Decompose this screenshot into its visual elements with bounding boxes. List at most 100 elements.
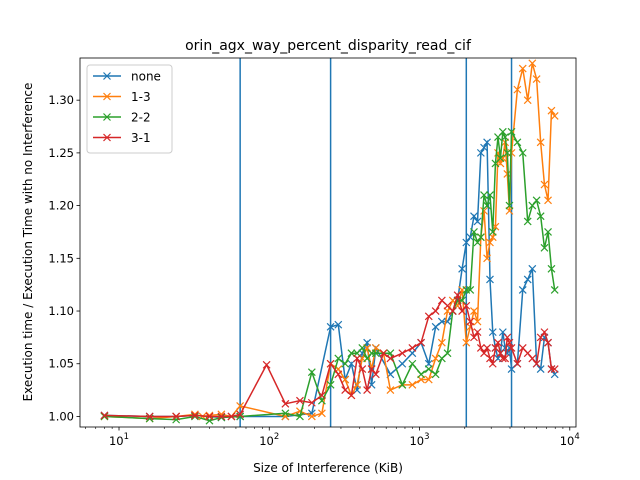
y-tick-label: 1.20 xyxy=(48,199,74,213)
point-3-1-54 xyxy=(528,354,537,363)
point-3-1-27 xyxy=(424,312,433,321)
point-1-3-15 xyxy=(341,375,350,384)
point-none-50 xyxy=(528,264,537,273)
legend: none 1-3 2-2 3-1 xyxy=(86,64,173,154)
point-3-1-21 xyxy=(371,370,380,379)
point-2-2-37 xyxy=(483,201,492,210)
point-3-1-34 xyxy=(462,301,471,310)
point-3-1-20 xyxy=(367,365,376,373)
point-3-1-58 xyxy=(544,338,552,347)
point-1-3-27 xyxy=(424,375,433,384)
point-2-2-48 xyxy=(513,138,522,147)
point-1-3-23 xyxy=(386,386,395,395)
point-none-10 xyxy=(326,322,335,331)
point-3-1-11 xyxy=(307,398,316,407)
vertical-reference-lines xyxy=(239,58,513,427)
legend-label: none xyxy=(131,70,161,84)
point-3-1-35 xyxy=(466,317,475,326)
point-1-3-58 xyxy=(544,196,552,205)
point-3-1-47 xyxy=(501,354,510,363)
point-3-1-41 xyxy=(486,354,494,363)
point-none-31 xyxy=(466,233,475,242)
point-3-1-4 xyxy=(205,412,214,421)
legend-label: 3-1 xyxy=(131,131,151,145)
point-2-2-25 xyxy=(431,370,440,379)
point-3-1-28 xyxy=(431,307,440,315)
x-tick-label: 103 xyxy=(409,432,429,448)
y-tick-label: 1.10 xyxy=(48,304,74,318)
point-3-1-26 xyxy=(417,338,425,347)
x-axis-label: Size of Interference (KiB) xyxy=(253,461,403,475)
point-3-1-36 xyxy=(470,333,478,342)
point-3-1-13 xyxy=(326,359,335,368)
point-2-2-50 xyxy=(523,217,532,226)
chart-title: orin_agx_way_percent_disparity_read_cif xyxy=(185,38,472,54)
point-none-33 xyxy=(473,217,482,226)
point-none-20 xyxy=(398,359,407,368)
point-none-49 xyxy=(523,275,532,284)
point-none-34 xyxy=(476,148,485,157)
point-2-2-53 xyxy=(536,212,545,221)
point-3-1-1 xyxy=(145,412,154,421)
point-none-38 xyxy=(488,328,497,337)
point-3-1-16 xyxy=(347,391,356,400)
point-1-3-54 xyxy=(528,59,537,68)
point-2-2-3 xyxy=(190,412,199,421)
point-3-1-23 xyxy=(386,354,395,363)
point-3-1-40 xyxy=(483,344,492,352)
point-3-1-5 xyxy=(217,412,226,421)
y-axis-label: Execution time / Execution Time with no … xyxy=(21,83,35,402)
axes: 1.00 1.05 1.10 1.15 1.20 1.25 1.30 101 102 103 104 xyxy=(48,57,580,448)
point-3-1-24 xyxy=(398,349,407,358)
point-3-1-59 xyxy=(547,365,556,373)
point-3-1-32 xyxy=(453,291,462,300)
point-2-2-45 xyxy=(503,148,512,157)
point-2-2-7 xyxy=(281,409,290,418)
point-3-1-37 xyxy=(473,328,482,337)
point-1-3-29 xyxy=(437,338,446,347)
x-tick-label: 104 xyxy=(560,432,580,448)
point-2-2-38 xyxy=(486,191,494,199)
point-3-1-48 xyxy=(503,333,512,342)
series-line-none xyxy=(104,139,556,419)
point-1-3-8 xyxy=(236,401,245,410)
point-3-1-2 xyxy=(172,412,181,421)
point-2-2-32 xyxy=(466,286,475,294)
point-3-1-7 xyxy=(236,410,245,419)
point-3-1-38 xyxy=(476,344,485,352)
point-1-3-41 xyxy=(486,238,494,247)
point-none-52 xyxy=(536,365,545,373)
point-1-3-37 xyxy=(473,317,482,326)
point-2-2-16 xyxy=(358,344,367,352)
legend-marker-3-1 xyxy=(103,133,111,142)
point-3-1-31 xyxy=(448,307,457,315)
plot-frame xyxy=(79,57,577,428)
legend-box xyxy=(86,64,173,154)
point-2-2-0 xyxy=(100,412,109,421)
point-3-1-42 xyxy=(488,359,497,368)
point-3-1-22 xyxy=(379,349,388,358)
point-none-32 xyxy=(470,212,478,221)
point-2-2-19 xyxy=(371,349,380,358)
point-none-36 xyxy=(483,138,492,147)
point-3-1-25 xyxy=(408,344,417,352)
point-2-2-51 xyxy=(528,201,537,210)
point-2-2-12 xyxy=(334,354,343,363)
point-2-2-2 xyxy=(172,415,181,424)
point-3-1-60 xyxy=(550,365,559,373)
point-1-3-53 xyxy=(523,96,532,105)
point-1-3-52 xyxy=(518,64,527,73)
y-tick-label: 1.25 xyxy=(48,146,74,160)
point-2-2-21 xyxy=(398,380,407,389)
point-1-3-34 xyxy=(462,338,471,347)
point-1-3-60 xyxy=(550,112,559,120)
point-2-2-57 xyxy=(550,286,559,294)
y-tick-label: 1.15 xyxy=(48,251,74,265)
series-none xyxy=(100,138,559,422)
point-1-3-17 xyxy=(353,380,361,389)
point-2-2-9 xyxy=(307,368,316,377)
point-3-1-14 xyxy=(334,370,343,379)
point-1-3-57 xyxy=(540,180,549,189)
legend-label: 1-3 xyxy=(131,90,151,104)
